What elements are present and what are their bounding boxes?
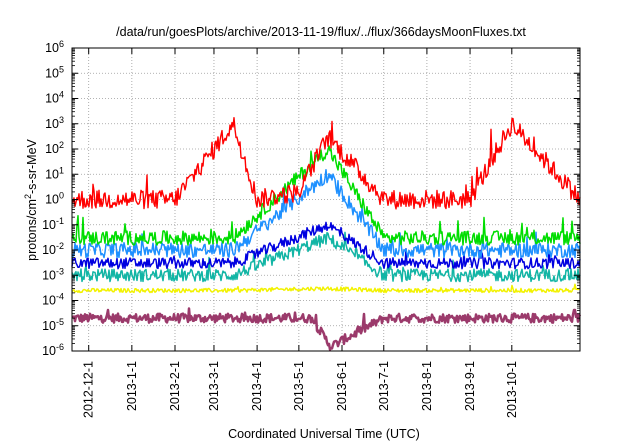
series-line: [71, 145, 581, 246]
series-line: [71, 221, 581, 270]
chart-title: /data/run/goesPlots/archive/2013-11-19/f…: [116, 25, 526, 39]
x-axis-label: Coordinated Universal Time (UTC): [228, 427, 420, 441]
series-line: [71, 307, 582, 351]
x-tick-label: 2013-7-1: [377, 361, 391, 411]
x-tick-label: 2013-5-1: [292, 361, 306, 411]
y-tick-label: 101: [45, 165, 64, 181]
series-line: [71, 283, 581, 294]
y-tick-label: 103: [45, 115, 64, 131]
y-tick-label: 10-3: [42, 266, 64, 282]
x-tick-label: 2013-1-1: [125, 361, 139, 411]
series-line: [71, 117, 581, 210]
series-line: [71, 231, 581, 283]
x-tick-label: 2013-4-1: [250, 361, 264, 411]
y-axis-label: protons/cm2-s-sr-MeV: [23, 138, 39, 260]
y-tick-label: 102: [45, 140, 64, 156]
y-tick-label: 100: [45, 191, 64, 207]
x-tick-label: 2013-6-1: [335, 361, 349, 411]
y-tick-label: 104: [45, 90, 64, 106]
y-tick-label: 10-2: [42, 241, 64, 257]
x-axis: 2012-12-1 2013-1-1 2013-2-1 2013-3-1 2013-4-…: [82, 48, 519, 418]
series-line: [71, 168, 581, 259]
x-tick-label: 2013-3-1: [207, 361, 221, 411]
x-tick-label: 2013-9-1: [463, 361, 477, 411]
y-tick-label: 106: [45, 39, 64, 55]
y-tick-label: 10-5: [42, 317, 64, 333]
y-tick-label: 10-4: [42, 292, 64, 308]
y-tick-label: 105: [45, 64, 64, 80]
x-tick-label: 2013-10-1: [505, 361, 519, 418]
y-tick-label: 10-1: [42, 216, 64, 232]
y-tick-label: 10-6: [42, 342, 64, 358]
x-tick-label: 2013-2-1: [168, 361, 182, 411]
x-tick-label: 2012-12-1: [82, 361, 96, 418]
series-group: [71, 117, 582, 351]
y-axis: 10-6 10-5 10-4 10-3 10-2 10-1 100 101 102 103 104 1…: [42, 39, 580, 358]
x-tick-label: 2013-8-1: [420, 361, 434, 411]
